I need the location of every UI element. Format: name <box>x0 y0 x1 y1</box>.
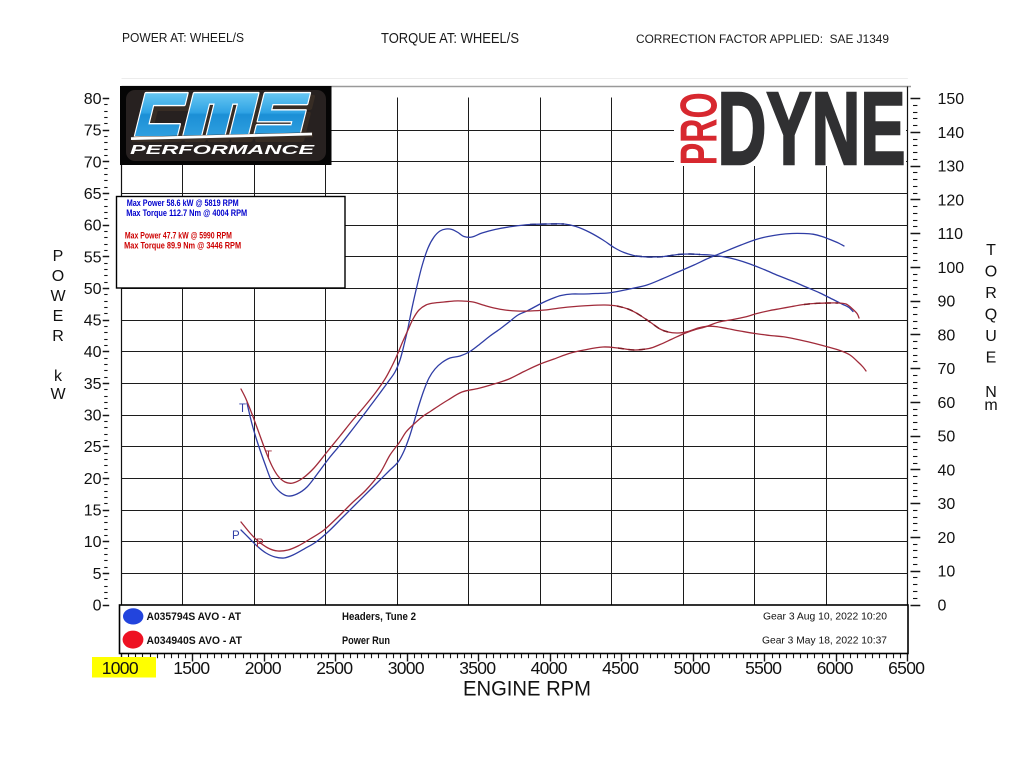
svg-text:20: 20 <box>84 471 102 488</box>
svg-text:0: 0 <box>938 598 947 615</box>
svg-text:90: 90 <box>938 294 956 311</box>
svg-text:E: E <box>53 308 64 325</box>
svg-text:ENGINE RPM: ENGINE RPM <box>463 678 591 701</box>
svg-text:W: W <box>50 288 66 305</box>
svg-text:35: 35 <box>84 376 102 393</box>
svg-text:4000: 4000 <box>531 658 568 678</box>
svg-text:140: 140 <box>938 125 965 142</box>
svg-text:1500: 1500 <box>173 658 210 678</box>
svg-text:100: 100 <box>938 260 965 277</box>
svg-text:m: m <box>984 397 997 414</box>
svg-text:30: 30 <box>84 408 102 425</box>
svg-text:Max Torque 89.9 Nm @ 3446 RPM: Max Torque 89.9 Nm @ 3446 RPM <box>124 241 241 252</box>
svg-text:Max Torque 112.7 Nm @ 4004 RPM: Max Torque 112.7 Nm @ 4004 RPM <box>126 208 247 219</box>
svg-text:DYNE: DYNE <box>718 71 906 186</box>
svg-text:75: 75 <box>84 123 102 140</box>
svg-text:T: T <box>239 403 246 415</box>
svg-text:40: 40 <box>938 462 956 479</box>
svg-text:55: 55 <box>84 249 102 266</box>
svg-text:40: 40 <box>84 344 102 361</box>
svg-text:150: 150 <box>938 91 965 108</box>
svg-text:P: P <box>53 248 64 265</box>
svg-text:5500: 5500 <box>745 658 782 678</box>
svg-text:60: 60 <box>938 395 956 412</box>
svg-text:O: O <box>52 268 64 285</box>
svg-text:R: R <box>52 328 64 345</box>
svg-text:A034940S AVO - AT: A034940S AVO - AT <box>147 635 243 647</box>
svg-text:2500: 2500 <box>316 658 353 678</box>
svg-text:A035794S AVO - AT: A035794S AVO - AT <box>147 611 242 623</box>
svg-text:15: 15 <box>84 503 102 520</box>
svg-text:PRO: PRO <box>671 92 729 165</box>
svg-text:1000: 1000 <box>102 658 139 678</box>
svg-text:2000: 2000 <box>245 658 282 678</box>
svg-text:CORRECTION FACTOR APPLIED: SA: CORRECTION FACTOR APPLIED: SAE J1349 <box>636 32 889 46</box>
svg-text:25: 25 <box>84 439 102 456</box>
svg-text:E: E <box>986 350 997 367</box>
svg-text:R: R <box>985 285 997 302</box>
svg-text:3000: 3000 <box>388 658 425 678</box>
svg-text:U: U <box>985 328 997 345</box>
svg-text:Gear 3 May 18, 2022 10:37: Gear 3 May 18, 2022 10:37 <box>762 635 887 647</box>
svg-text:120: 120 <box>938 192 965 209</box>
svg-text:5000: 5000 <box>674 658 711 678</box>
svg-text:50: 50 <box>938 429 956 446</box>
svg-text:Gear 3 Aug 10, 2022 10:20: Gear 3 Aug 10, 2022 10:20 <box>763 611 887 623</box>
svg-text:80: 80 <box>84 91 102 108</box>
svg-text:POWER AT: WHEEL/S: POWER AT: WHEEL/S <box>122 30 244 45</box>
svg-text:130: 130 <box>938 159 965 176</box>
svg-text:0: 0 <box>93 598 102 615</box>
svg-text:Q: Q <box>985 307 997 324</box>
svg-text:T: T <box>986 242 996 259</box>
svg-text:20: 20 <box>938 530 956 547</box>
svg-text:PERFORMANCE: PERFORMANCE <box>130 142 315 157</box>
svg-text:P: P <box>256 538 264 550</box>
svg-text:30: 30 <box>938 496 956 513</box>
svg-text:70: 70 <box>938 361 956 378</box>
svg-text:Power Run: Power Run <box>342 635 390 647</box>
svg-text:4500: 4500 <box>602 658 639 678</box>
svg-text:65: 65 <box>84 186 102 203</box>
svg-text:6000: 6000 <box>817 658 854 678</box>
svg-text:W: W <box>50 386 66 403</box>
svg-text:k: k <box>54 368 63 385</box>
svg-text:10: 10 <box>938 564 956 581</box>
svg-text:60: 60 <box>84 218 102 235</box>
svg-text:Headers, Tune 2: Headers, Tune 2 <box>342 611 416 623</box>
svg-text:5: 5 <box>93 566 102 583</box>
svg-text:10: 10 <box>84 534 102 551</box>
svg-text:N: N <box>985 384 997 401</box>
svg-text:T: T <box>265 450 272 462</box>
svg-text:Max Power 58.6 kW @ 5819 RPM: Max Power 58.6 kW @ 5819 RPM <box>127 198 239 209</box>
svg-text:P: P <box>232 530 240 542</box>
svg-text:110: 110 <box>938 226 964 243</box>
svg-text:6500: 6500 <box>888 658 925 678</box>
svg-text:70: 70 <box>84 154 102 171</box>
svg-text:80: 80 <box>938 327 956 344</box>
svg-text:3500: 3500 <box>459 658 496 678</box>
svg-text:O: O <box>985 264 997 281</box>
svg-text:45: 45 <box>84 313 102 330</box>
svg-text:Max Power 47.7 kW @ 5990 RPM: Max Power 47.7 kW @ 5990 RPM <box>125 231 232 242</box>
svg-text:50: 50 <box>84 281 102 298</box>
svg-text:TORQUE AT: WHEEL/S: TORQUE AT: WHEEL/S <box>381 30 519 47</box>
